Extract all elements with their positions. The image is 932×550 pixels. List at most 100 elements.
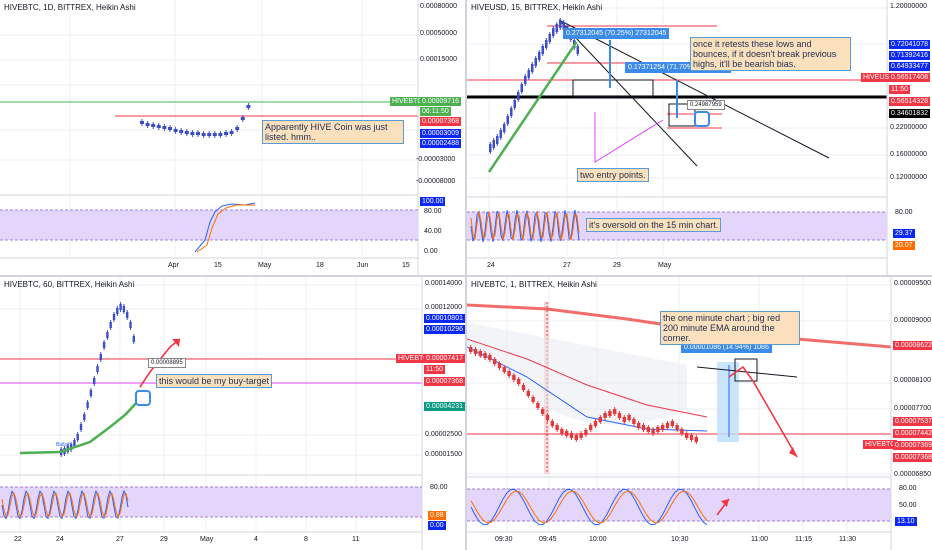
countdown-tag: 11:50: [889, 85, 910, 94]
y-tick: 0.22000000: [890, 124, 927, 131]
y-tick: 0.00080000: [420, 3, 457, 10]
zone-box: [734, 358, 758, 382]
measure-label[interactable]: 0.00001086 (14.94%) 1086: [681, 342, 772, 353]
price-tag: 0.00003009: [420, 129, 461, 138]
x-tick: 10:00: [589, 536, 607, 543]
osc-tick: 100.00: [420, 197, 446, 206]
y-tick: 0.00012000: [425, 304, 462, 311]
osc-tick: 0.00: [424, 248, 438, 255]
measure-label[interactable]: 0.27312045 (70.25%) 27312045: [563, 28, 670, 39]
price-tag: 0.00009716: [420, 97, 461, 106]
chart-pane-bl[interactable]: HIVEBTC, 60, BITTREX, Heikin Ashi 0.0001…: [0, 277, 465, 550]
price-tag: 0.00007417: [424, 354, 465, 363]
osc-tick: 40.00: [424, 228, 442, 235]
arrow-head: [721, 499, 729, 507]
chart-pane-br[interactable]: HIVEBTC, 1, BITTREX, Heikin Ashi 0.00009…: [467, 277, 932, 550]
arrow-head: [172, 339, 180, 347]
annotation-note[interactable]: Apparently HIVE Coin was just listed. hm…: [262, 120, 404, 144]
countdown-tag: 11:50: [424, 365, 445, 374]
annotation-note[interactable]: two entry points.: [577, 168, 649, 182]
y-tick: 0.12000000: [890, 174, 927, 181]
price-tag: 0.00010296: [424, 325, 465, 334]
y-tick: 0.00006850: [894, 471, 931, 478]
zone-box: [572, 79, 654, 98]
trendline: [558, 19, 830, 159]
stoch-k: [470, 488, 708, 526]
trendline: [558, 19, 698, 167]
osc-tick: 80.00: [895, 209, 913, 216]
x-tick: 29: [613, 262, 621, 269]
osc-tick: 80.00: [899, 485, 917, 492]
stoch-k: [1, 489, 129, 520]
measure-label[interactable]: 0.17371254 (71.70%) 17371254: [625, 62, 732, 73]
x-tick: Jun: [357, 262, 369, 269]
y-tick: -0.00008000: [416, 178, 456, 185]
y-tick: -0.00003000: [416, 156, 456, 163]
x-tick: 27: [116, 536, 124, 543]
annotation-note[interactable]: the one minute chart ; big red 200 minut…: [660, 311, 800, 345]
y-tick: 0.00008100: [894, 377, 931, 384]
price-tag: 0.00007368: [893, 453, 932, 462]
x-tick: 24: [487, 262, 495, 269]
thumb-icon: [694, 111, 710, 127]
annotation-note[interactable]: once it retests these lows and bounces, …: [690, 37, 851, 71]
horizontal-divider[interactable]: [0, 275, 932, 277]
arrow-head: [789, 447, 797, 457]
candles-tl: [140, 103, 251, 138]
ema-line: [467, 338, 708, 418]
x-tick: 11: [352, 536, 360, 543]
chart-svg-bl: [0, 277, 423, 550]
annotation-note[interactable]: it's oversold on the 15 min chart.: [586, 218, 722, 232]
osc-tag: 20.07: [893, 241, 915, 250]
x-tick: 09:30: [495, 536, 513, 543]
price-tag: 0.00007368: [420, 117, 461, 126]
osc-tag: 29.37: [893, 229, 915, 238]
stoch-d: [470, 490, 708, 524]
price-label-box[interactable]: 0.00008895: [148, 358, 186, 368]
x-tick: Apr: [168, 262, 179, 269]
x-tick: 11:15: [795, 536, 812, 543]
price-tag: 0.00007537: [893, 417, 932, 426]
y-tick: 0.16000000: [890, 151, 927, 158]
annotation-note[interactable]: this would be my buy-target: [156, 374, 273, 388]
x-tick: 24: [56, 536, 64, 543]
y-tick: 0.00009500: [894, 280, 931, 287]
chart-pane-tl[interactable]: HIVEBTC, 1D, BITTREX, Heikin Ashi 0.0008…: [0, 0, 465, 275]
x-tick: May: [200, 536, 214, 543]
osc-tick: 80.00: [424, 208, 442, 215]
y-tick: 0.00007700: [894, 405, 931, 412]
pane-title: HIVEBTC, 1, BITTREX, Heikin Ashi: [471, 280, 597, 289]
price-tag: 0.00008622: [893, 341, 932, 350]
ema-line: [487, 41, 578, 173]
pane-title: HIVEUSD, 15, BITTREX, Heikin Ashi: [471, 3, 603, 12]
cloud-fill: [467, 323, 687, 425]
x-tick: 11:00: [751, 536, 768, 543]
candles-bl: [60, 302, 135, 457]
pane-title: HIVEBTC, 60, BITTREX, Heikin Ashi: [4, 280, 135, 289]
symbol-tag: HIVEBTC: [390, 97, 425, 106]
stoch-d: [470, 211, 580, 241]
price-tag: 0.56517408: [889, 73, 930, 82]
osc-tag: 0.88: [428, 511, 446, 520]
osc-tag: 13.10: [895, 517, 917, 526]
y-tick: 0.00015000: [420, 56, 457, 63]
symbol-tag: HIVEUSD: [861, 73, 897, 82]
x-tick: 29: [160, 536, 168, 543]
thumb-icon: [135, 390, 151, 406]
stoch-band: [467, 489, 891, 521]
y-tick: 0.00002500: [425, 431, 462, 438]
signal-label: Bullish: [56, 442, 71, 448]
price-tag: 0.00010801: [424, 314, 465, 323]
y-tick: 0.00050000: [420, 30, 457, 37]
price-label-box[interactable]: 0.24987959: [687, 100, 725, 110]
price-tag: 0.56514328: [889, 97, 930, 106]
path-projection: [594, 112, 664, 163]
x-tick: 15: [214, 262, 222, 269]
price-tag: 0.00004231: [424, 402, 465, 411]
pane-title: HIVEBTC, 1D, BITTREX, Heikin Ashi: [4, 3, 136, 12]
symbol-tag: HIVEBTC: [863, 440, 898, 449]
chart-svg-tl: [0, 0, 419, 275]
price-tag: 0.64933477: [889, 62, 930, 71]
chart-pane-tr[interactable]: HIVEUSD, 15, BITTREX, Heikin Ashi 1.2000…: [467, 0, 932, 275]
x-tick: 10:30: [671, 536, 689, 543]
